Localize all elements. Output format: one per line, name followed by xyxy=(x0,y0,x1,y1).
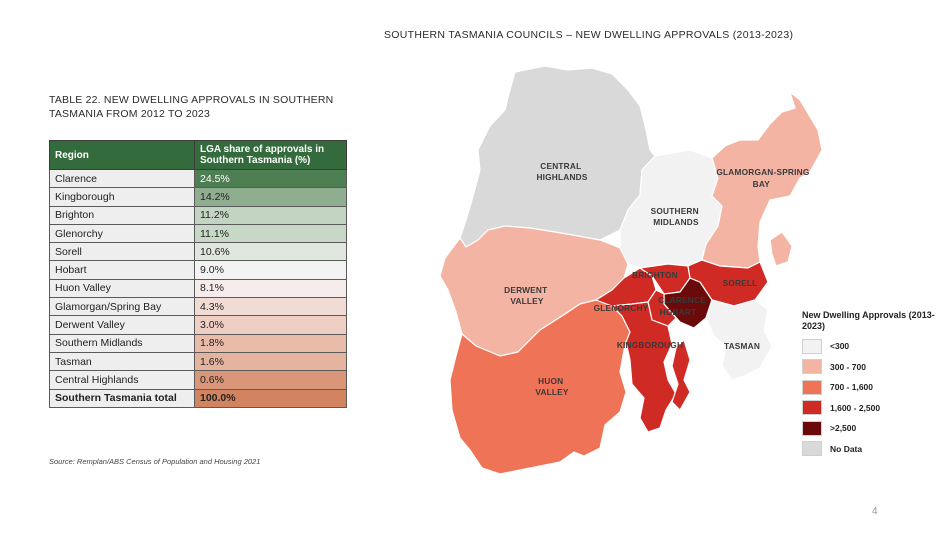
legend-item: No Data xyxy=(802,439,942,460)
region-cell: Southern Midlands xyxy=(49,333,195,353)
region-cell: Central Highlands xyxy=(49,370,195,390)
region-sorell xyxy=(687,259,769,307)
share-cell: 3.0% xyxy=(194,315,347,335)
column-header-share: LGA share of approvals in Southern Tasma… xyxy=(194,140,347,170)
region-cell: Brighton xyxy=(49,205,195,225)
legend-label: 1,600 - 2,500 xyxy=(830,402,881,413)
region-cell: Derwent Valley xyxy=(49,315,195,335)
table-row: Central Highlands 0.6% xyxy=(49,370,347,390)
legend-swatch xyxy=(802,379,822,395)
legend-title: New Dwelling Approvals (2013-2023) xyxy=(802,310,935,331)
source-note: Source: Remplan/ABS Census of Population… xyxy=(49,457,261,466)
approvals-table: Region LGA share of approvals in Souther… xyxy=(49,140,347,408)
region-cell: Tasman xyxy=(49,351,195,372)
legend-label: 700 - 1,600 xyxy=(830,382,874,393)
table-total-row: Southern Tasmania total 100.0% xyxy=(49,388,347,408)
label-brighton: BRIGHTON xyxy=(632,270,678,280)
table-row: Tasman 1.6% xyxy=(49,351,347,372)
region-bruny-island xyxy=(671,339,691,411)
legend-items: <300 300 - 700 700 - 1,600 1,600 - 2,500 >2,… xyxy=(802,336,942,459)
table-row: Brighton 11.2% xyxy=(49,205,347,225)
table-row: Kingborough 14.2% xyxy=(49,187,347,207)
region-tasman xyxy=(705,299,773,381)
share-cell: 14.2% xyxy=(194,187,347,207)
label-central-highlands: CENTRAL HIGHLANDS xyxy=(536,161,587,182)
table-row: Derwent Valley 3.0% xyxy=(49,315,347,335)
table-row: Huon Valley 8.1% xyxy=(49,278,347,299)
map-labels: CENTRAL HIGHLANDS SOUTHERN MIDLANDS GLAM… xyxy=(504,161,812,397)
legend-item: 300 - 700 xyxy=(802,357,942,378)
total-region-cell: Southern Tasmania total xyxy=(49,388,195,408)
region-kingborough xyxy=(611,301,677,433)
legend-label: 300 - 700 xyxy=(830,361,866,372)
share-cell: 4.3% xyxy=(194,297,347,317)
region-huon-valley xyxy=(449,299,631,475)
legend-item: 1,600 - 2,500 xyxy=(802,398,942,419)
table-caption: TABLE 22. NEW DWELLING APPROVALS IN SOUT… xyxy=(49,93,359,121)
share-cell: 11.1% xyxy=(194,223,347,244)
label-tasman: TASMAN xyxy=(724,341,760,351)
legend-swatch xyxy=(802,359,822,375)
table-row: Hobart 9.0% xyxy=(49,260,347,280)
region-cell: Sorell xyxy=(49,242,195,262)
legend-label: <300 xyxy=(830,341,850,352)
total-share-cell: 100.0% xyxy=(194,388,347,408)
legend-item: 700 - 1,600 xyxy=(802,377,942,398)
table-row: Glenorchy 11.1% xyxy=(49,223,347,244)
legend-label: No Data xyxy=(830,443,863,454)
table-row: Clarence 24.5% xyxy=(49,168,347,189)
table-caption-line-2: TASMANIA FROM 2012 TO 2023 xyxy=(49,108,211,120)
region-cell: Kingborough xyxy=(49,187,195,207)
share-cell: 24.5% xyxy=(194,168,347,189)
label-sorell: SORELL xyxy=(723,278,758,288)
legend-swatch xyxy=(802,400,822,416)
table-header-row: Region LGA share of approvals in Souther… xyxy=(49,140,347,170)
label-glenorchy: GLENORCHY xyxy=(594,303,649,313)
legend-swatch xyxy=(802,420,822,436)
label-huon-valley: HUON VALLEY xyxy=(535,376,569,397)
share-cell: 11.2% xyxy=(194,205,347,225)
share-cell: 1.6% xyxy=(194,351,347,372)
column-header-region: Region xyxy=(49,140,195,170)
region-glamorgan-island xyxy=(769,231,793,267)
legend-swatch xyxy=(802,338,822,354)
region-glamorgan-spring-bay xyxy=(701,91,823,269)
region-cell: Hobart xyxy=(49,260,195,280)
page-number: 4 xyxy=(872,506,878,517)
legend-item: >2,500 xyxy=(802,418,942,439)
table-row: Glamorgan/Spring Bay 4.3% xyxy=(49,297,347,317)
label-southern-midlands: SOUTHERN MIDLANDS xyxy=(651,206,702,227)
label-derwent-valley: DERWENT VALLEY xyxy=(504,285,550,306)
share-cell: 0.6% xyxy=(194,370,347,390)
label-hobart: HOBART xyxy=(660,307,697,317)
table-body: Clarence 24.5% Kingborough 14.2% Brighton 11.… xyxy=(49,168,347,408)
label-kingborough: KINGBOROUGH xyxy=(617,340,683,350)
share-cell: 10.6% xyxy=(194,242,347,262)
legend-label: >2,500 xyxy=(830,423,857,434)
legend-swatch xyxy=(802,441,822,457)
map-legend: New Dwelling Approvals (2013-2023) <300 3… xyxy=(802,310,942,459)
table-caption-line-1: TABLE 22. NEW DWELLING APPROVALS IN SOUT… xyxy=(49,94,334,106)
label-glamorgan-spring-bay: GLAMORGAN-SPRING BAY xyxy=(716,167,812,189)
share-cell: 8.1% xyxy=(194,278,347,299)
label-clarence: CLARENCE xyxy=(658,295,706,305)
map-title: SOUTHERN TASMANIA COUNCILS – NEW DWELLIN… xyxy=(384,29,794,41)
legend-item: <300 xyxy=(802,336,942,357)
table-row: Sorell 10.6% xyxy=(49,242,347,262)
share-cell: 9.0% xyxy=(194,260,347,280)
